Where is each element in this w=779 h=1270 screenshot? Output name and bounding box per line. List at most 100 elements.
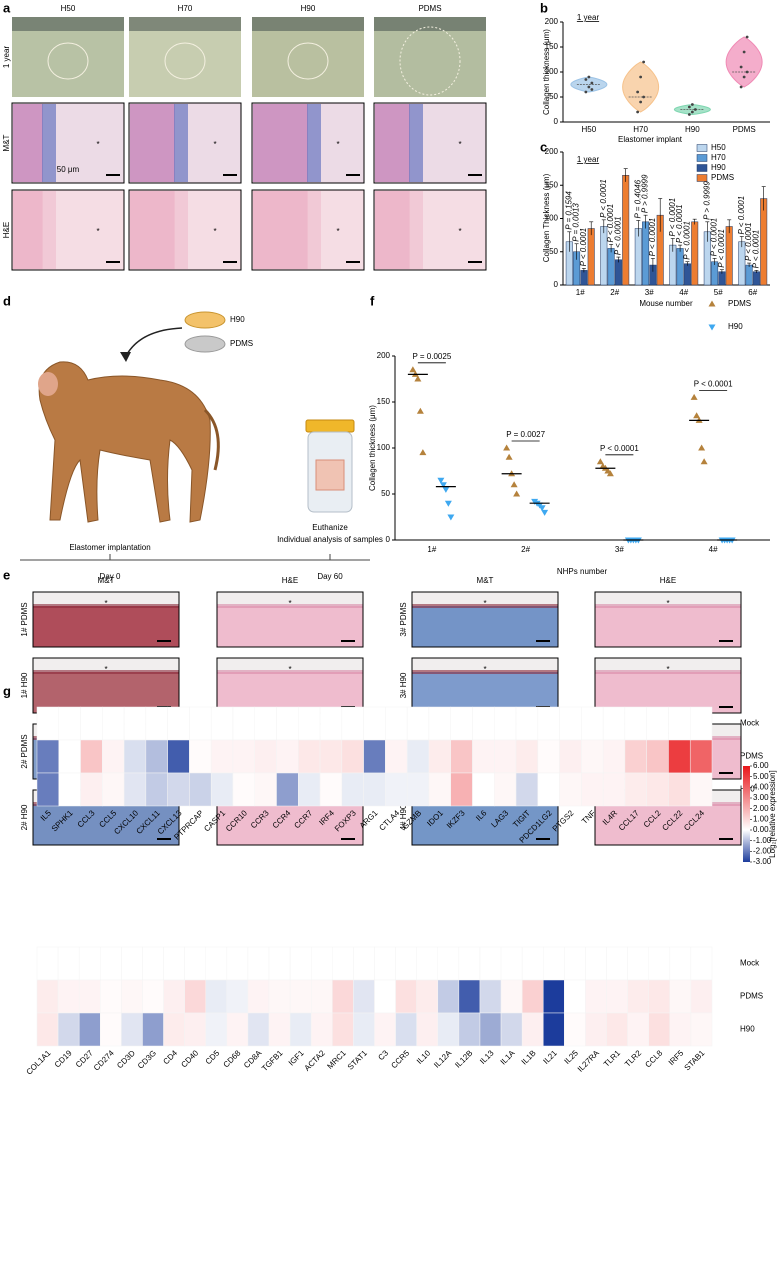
- heatmap-cell: [80, 739, 103, 774]
- stain-header: H&E: [660, 576, 676, 585]
- heatmap-cell: [363, 739, 386, 774]
- asterisk: *: [96, 140, 99, 149]
- bar: [587, 228, 595, 286]
- asterisk: *: [288, 665, 291, 674]
- y-tick-label: 200: [545, 17, 559, 26]
- y-tick-label: 50: [549, 92, 558, 101]
- x-tick-label: 5#: [714, 288, 723, 297]
- heatmap-cell: [559, 739, 582, 774]
- heatmap-cell: [585, 946, 607, 981]
- column-header: H70: [178, 4, 193, 13]
- heatmap-cell: [515, 706, 539, 741]
- point: [639, 100, 643, 104]
- heatmap-cell: [226, 979, 249, 1014]
- heatmap-cell: [669, 1012, 692, 1047]
- p-value: P < 0.0001: [668, 198, 677, 237]
- tissue: [595, 606, 741, 647]
- point: [584, 90, 588, 94]
- column-label: TLR2: [623, 1048, 644, 1069]
- heatmap-cell: [559, 706, 582, 741]
- heatmap-cell: [500, 979, 523, 1014]
- heatmap-cell: [385, 706, 408, 741]
- point: [510, 481, 518, 488]
- heatmap-cell: [276, 772, 299, 807]
- p-value: P < 0.0001: [614, 216, 623, 255]
- column-label: IL21: [541, 1048, 559, 1066]
- point: [639, 75, 643, 79]
- heatmap-cell: [521, 1012, 544, 1047]
- heatmap-cell: [268, 979, 291, 1014]
- heatmap-cell: [121, 1012, 143, 1047]
- tissue-band: [307, 104, 321, 182]
- monkey-face: [38, 372, 58, 396]
- point: [590, 88, 594, 91]
- heatmap-cell: [458, 979, 481, 1014]
- p-value: P < 0.0001: [694, 380, 733, 389]
- tissue: [217, 672, 363, 713]
- bar: [634, 228, 642, 286]
- column-label: TLR1: [602, 1048, 623, 1069]
- annotation: 1 year: [577, 13, 600, 22]
- heatmap-cell: [145, 739, 168, 774]
- point: [742, 50, 746, 54]
- heatmap-cell: [58, 772, 81, 807]
- row-label: Mock: [740, 959, 760, 968]
- implant-outline: [164, 42, 206, 80]
- colorbar-tick-label: 3.00: [753, 793, 769, 802]
- heatmap-cell: [298, 739, 321, 774]
- heatmap-cell: [247, 979, 270, 1014]
- tissue-band: [13, 191, 43, 269]
- legend-swatch: [696, 154, 708, 162]
- heatmap-cell: [406, 739, 430, 774]
- implant-outline: [399, 26, 461, 96]
- colorbar-tick-label: 5.00: [753, 772, 769, 781]
- point: [642, 95, 646, 99]
- p-value: P > 0.9999: [641, 174, 650, 213]
- point: [419, 449, 427, 456]
- colorbar-tick-label: 6.00: [753, 761, 769, 770]
- column-label: CD3G: [136, 1049, 158, 1071]
- heatmap-cell: [395, 979, 417, 1014]
- point: [642, 60, 646, 64]
- heatmap-cell: [543, 1012, 565, 1047]
- arrow: [125, 327, 183, 357]
- heatmap-cell: [521, 946, 544, 981]
- violin: [622, 61, 660, 113]
- heatmap-cell: [332, 979, 354, 1014]
- heatmap-cell: [668, 772, 691, 807]
- point: [636, 110, 640, 114]
- asterisk: *: [458, 140, 461, 149]
- heatmap-cell: [581, 772, 604, 807]
- legend-label: H50: [711, 143, 726, 152]
- heatmap-cell: [648, 1012, 671, 1047]
- legend-label: PDMS: [711, 173, 734, 182]
- heatmap-cell: [564, 979, 586, 1014]
- heatmap-cell: [189, 739, 212, 774]
- tissue: [412, 804, 558, 845]
- heatmap-cell: [385, 772, 408, 807]
- heatmap-cell: [416, 979, 439, 1014]
- p-value: P = 0.0027: [506, 430, 545, 439]
- panel-letter: c: [540, 139, 547, 154]
- heatmap-cell: [102, 706, 125, 741]
- row-label: 3# PDMS: [399, 602, 408, 636]
- heatmap-cell: [668, 706, 691, 741]
- arrow-head: [120, 352, 131, 362]
- y-tick-label: 0: [554, 117, 559, 126]
- point: [739, 85, 743, 89]
- tissue-band: [409, 104, 423, 182]
- day-label: Day 0: [100, 572, 121, 581]
- stain-header: H&E: [282, 576, 298, 585]
- legend-marker: [708, 324, 716, 331]
- heatmap-cell: [189, 706, 212, 741]
- heatmap-cell: [276, 739, 299, 774]
- implant-label: PDMS: [230, 339, 253, 348]
- column-label: CD5: [204, 1048, 222, 1066]
- heatmap-cell: [450, 772, 473, 807]
- stain-header: M&T: [477, 576, 494, 585]
- bar: [760, 198, 768, 286]
- row-label: M&T: [2, 134, 11, 151]
- heatmap-cell: [58, 706, 81, 741]
- heatmap-cell: [289, 1012, 312, 1047]
- heatmap-cell: [690, 946, 713, 981]
